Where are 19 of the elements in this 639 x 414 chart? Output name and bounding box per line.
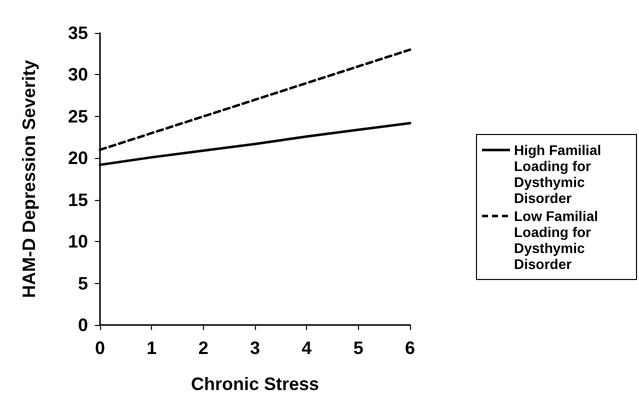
legend-label: High Familial Loading for Dysthymic Disorder (514, 142, 602, 206)
x-tick-label: 2 (198, 338, 208, 358)
y-tick-label: 25 (68, 106, 88, 126)
x-tick-label: 3 (250, 338, 260, 358)
legend-label: Low Familial Loading for Dysthymic Disorder (514, 208, 600, 272)
y-tick-label: 35 (68, 23, 88, 43)
x-tick-label: 6 (404, 338, 416, 358)
y-tick-label: 10 (68, 232, 88, 252)
x-tick-label: 1 (146, 338, 157, 358)
y-tick-label: 0 (78, 315, 88, 335)
y-tick-label: 20 (68, 148, 88, 168)
x-tick-label: 5 (353, 338, 364, 358)
x-tick-label: 4 (302, 338, 312, 358)
y-tick-label: 15 (68, 190, 88, 210)
y-tick-label: 5 (78, 273, 88, 294)
y-tick-label: 30 (68, 64, 88, 85)
x-axis-title: Chronic Stress (190, 374, 320, 394)
x-tick-label: 0 (94, 338, 106, 358)
y-axis-title: HAM-D Depression Severity (19, 60, 39, 298)
